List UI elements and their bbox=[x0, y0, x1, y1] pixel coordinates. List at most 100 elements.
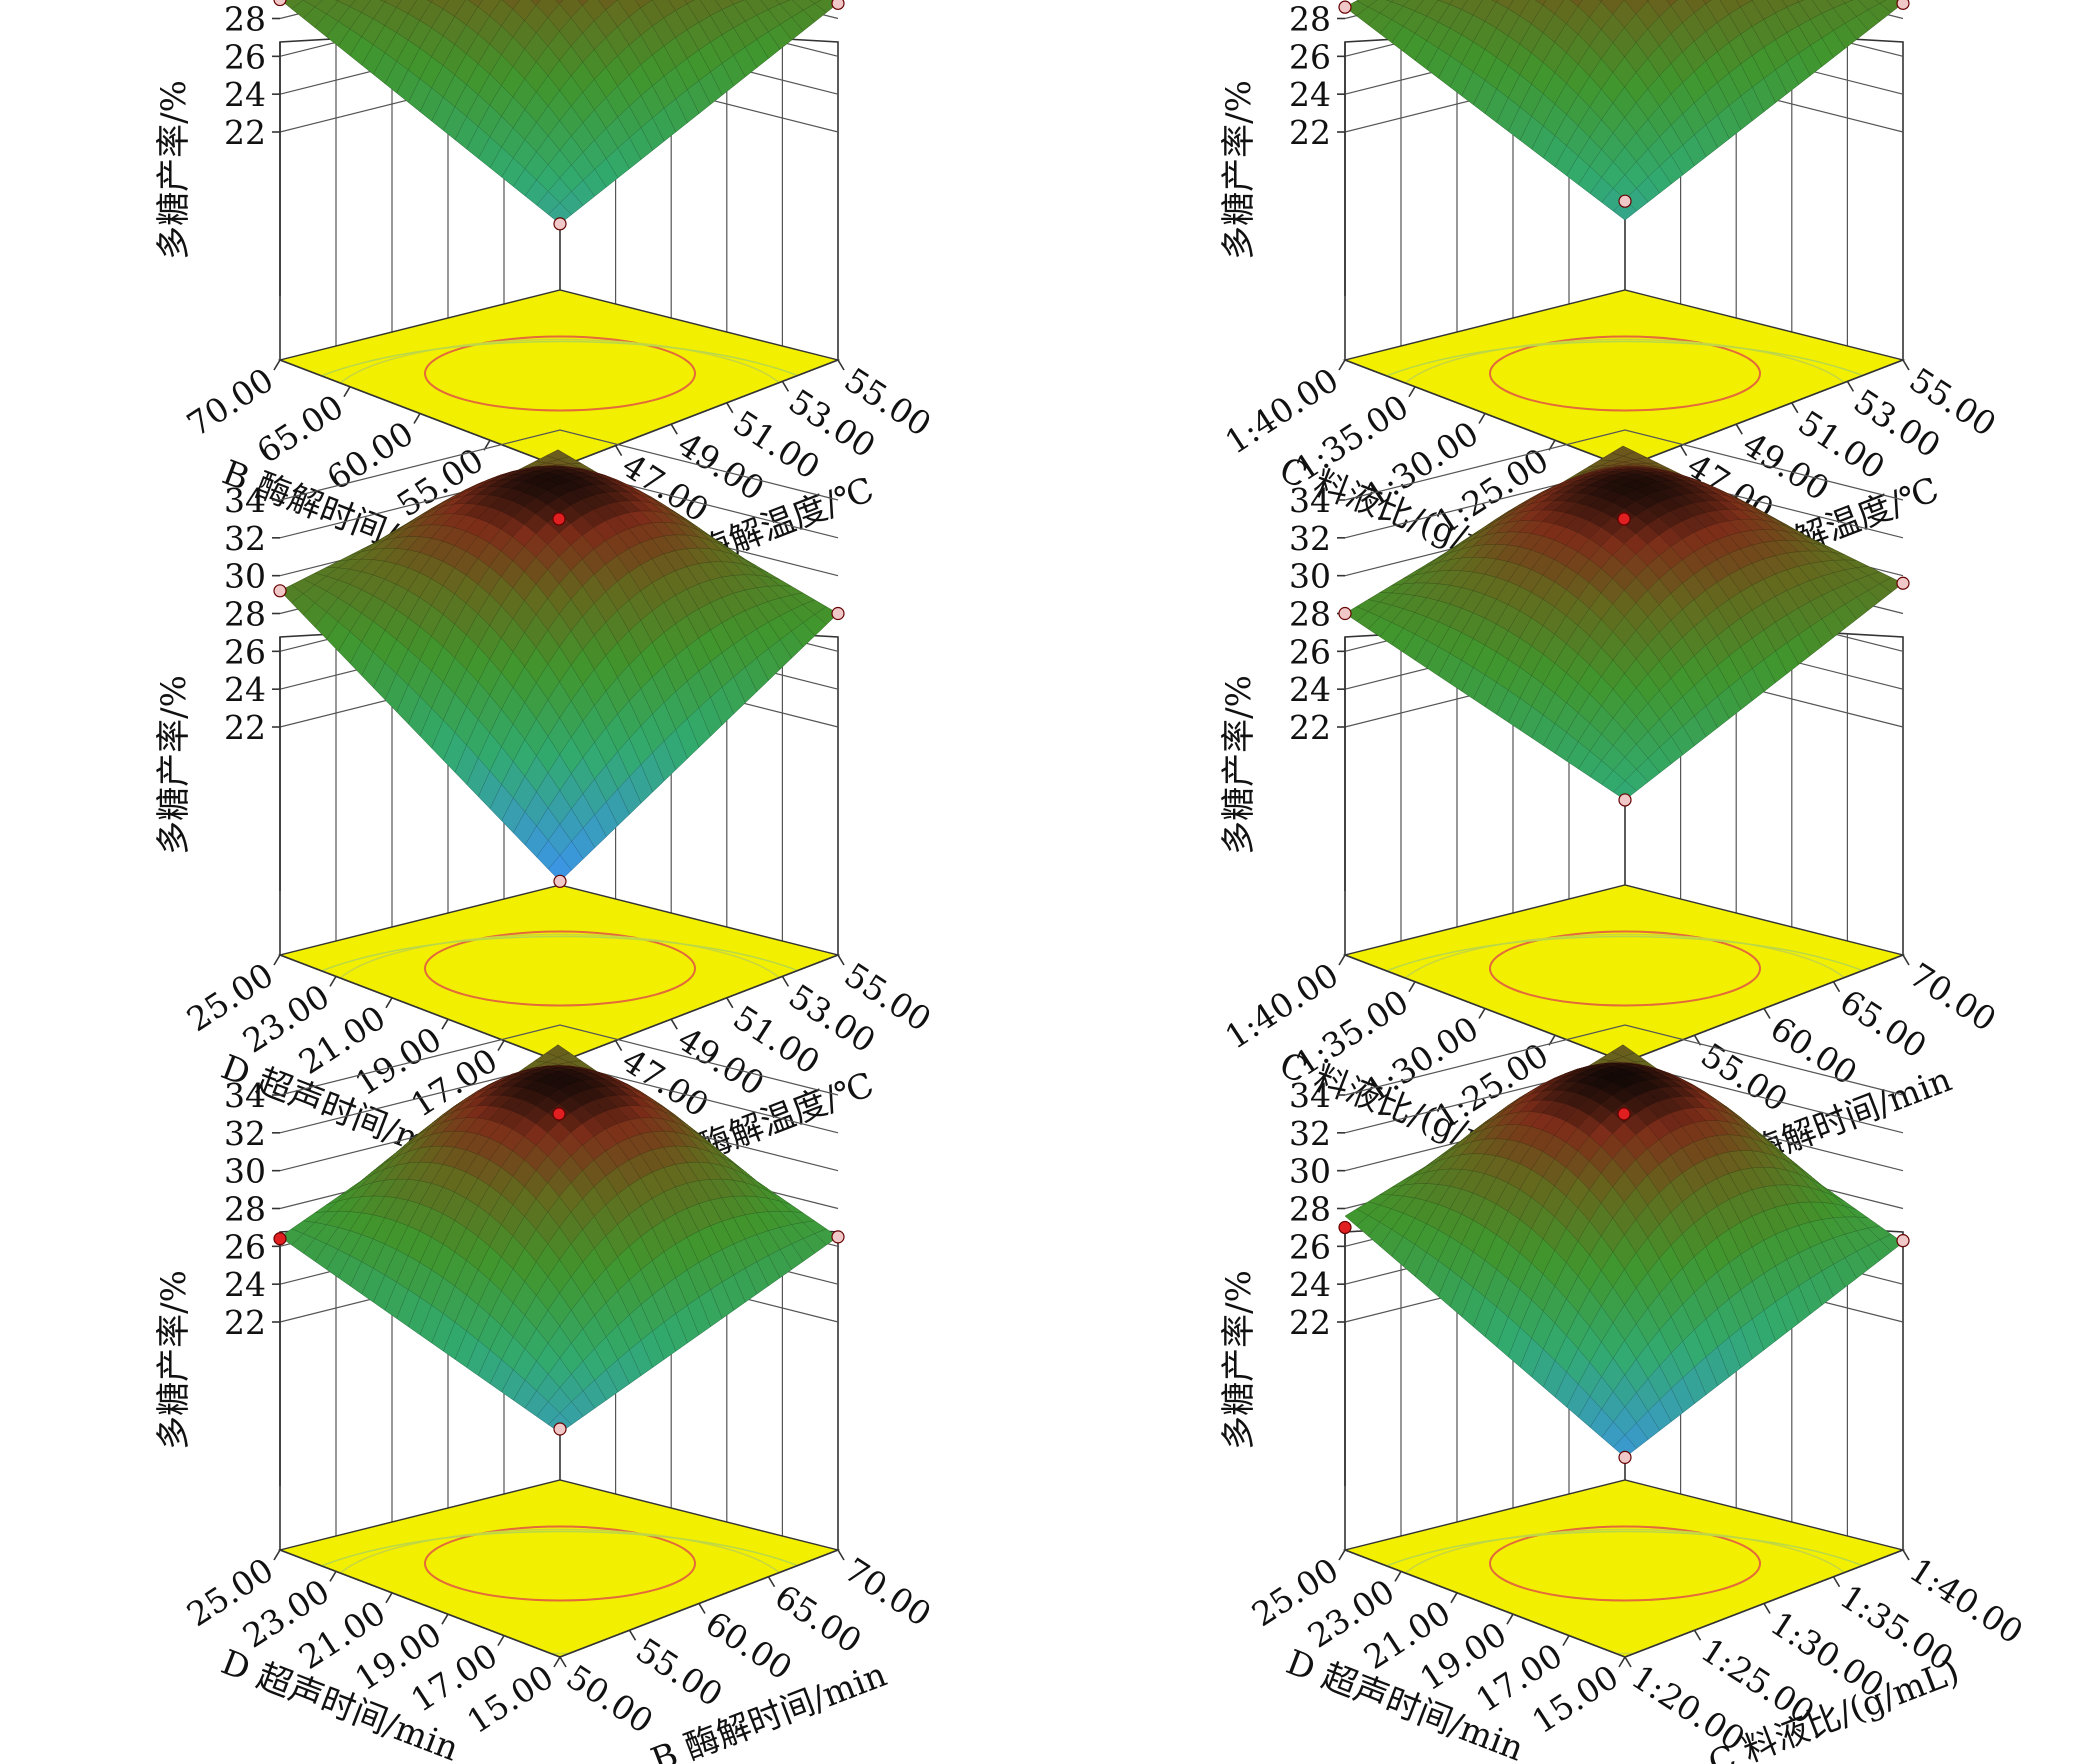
z-tick-label: 28 bbox=[1289, 1190, 1331, 1229]
x-tick bbox=[614, 1040, 623, 1052]
x-tick bbox=[1902, 359, 1910, 371]
x-tick bbox=[1902, 954, 1910, 966]
x-tick bbox=[628, 1629, 637, 1641]
floor-contour bbox=[1489, 1525, 1761, 1602]
y-tick bbox=[497, 1040, 505, 1052]
z-tick-label: 34 bbox=[224, 1076, 266, 1115]
floor-contour bbox=[424, 930, 696, 1007]
floor-contour bbox=[1345, 340, 1903, 467]
floor-contour bbox=[1345, 1530, 1903, 1657]
floor-contour bbox=[1489, 930, 1761, 1007]
z-tick-label: 34 bbox=[1289, 1076, 1331, 1115]
z-tick-label: 30 bbox=[224, 0, 266, 1]
surface-mesh-cell bbox=[1612, 1434, 1637, 1458]
z-tick-label: 32 bbox=[224, 1114, 266, 1153]
z-tick-label: 30 bbox=[224, 557, 266, 596]
design-point bbox=[1617, 1107, 1631, 1121]
design-point bbox=[273, 584, 287, 598]
surface-chart-6: 22242628303234多糖产率/%15.0017.0019.0021.00… bbox=[1219, 1024, 2030, 1764]
z-tick-label: 32 bbox=[224, 519, 266, 558]
surface-mesh-cell bbox=[1666, 0, 1678, 7]
x-axis-line bbox=[559, 954, 839, 1063]
y-tick bbox=[1506, 1613, 1514, 1625]
x-tick bbox=[726, 402, 734, 414]
design-point bbox=[552, 512, 566, 526]
y-tick bbox=[1562, 1635, 1570, 1647]
y-tick bbox=[273, 1549, 281, 1561]
z-tick-label: 24 bbox=[1289, 75, 1331, 114]
z-tick-label: 22 bbox=[224, 708, 266, 747]
design-point bbox=[1896, 0, 1910, 10]
y-tick bbox=[273, 359, 281, 371]
z-tick-label: 28 bbox=[1289, 595, 1331, 634]
z-tick-label: 28 bbox=[1289, 0, 1331, 39]
y-axis-line bbox=[1344, 1549, 1626, 1658]
design-point bbox=[831, 0, 845, 10]
design-point bbox=[1618, 1450, 1632, 1464]
surface-chart-5: 22242628303234多糖产率/%15.0017.0019.0021.00… bbox=[154, 1024, 938, 1764]
y-tick bbox=[1394, 1570, 1402, 1582]
z-tick-label: 26 bbox=[224, 1227, 266, 1266]
wall-grid-line bbox=[279, 429, 839, 501]
y-axis-line bbox=[279, 954, 561, 1063]
z-tick-label: 26 bbox=[224, 37, 266, 76]
surface-mesh-cell bbox=[555, 0, 564, 5]
y-tick bbox=[1408, 981, 1416, 993]
x-tick bbox=[1763, 1008, 1771, 1019]
y-tick bbox=[497, 1635, 505, 1647]
x-tick bbox=[781, 975, 790, 987]
surface-mesh-cell bbox=[1569, 0, 1583, 7]
x-tick bbox=[837, 359, 845, 371]
z-tick-label: 26 bbox=[224, 632, 266, 671]
z-tick-label: 26 bbox=[1289, 37, 1331, 76]
z-axis-title: 多糖产率/% bbox=[1219, 675, 1259, 855]
z-tick-label: 24 bbox=[224, 670, 266, 709]
z-tick-label: 30 bbox=[1289, 1152, 1331, 1191]
wall-grid-line bbox=[279, 1024, 839, 1096]
y-tick bbox=[1338, 954, 1346, 966]
design-point bbox=[1617, 512, 1631, 526]
x-tick bbox=[781, 380, 790, 392]
x-tick bbox=[837, 1549, 845, 1561]
floor-contour bbox=[280, 340, 838, 467]
z-tick-label: 34 bbox=[1289, 481, 1331, 520]
floor-contour bbox=[424, 1525, 696, 1602]
x-axis-line bbox=[1624, 359, 1904, 468]
y-axis-line bbox=[279, 1549, 561, 1658]
floor-contour bbox=[424, 335, 696, 412]
x-tick bbox=[1832, 1576, 1841, 1588]
design-point bbox=[553, 217, 567, 231]
x-tick bbox=[1624, 1656, 1632, 1668]
y-tick bbox=[413, 413, 421, 424]
design-point bbox=[1338, 606, 1352, 621]
z-tick-label: 28 bbox=[224, 595, 266, 634]
wall-grid-line bbox=[1344, 1024, 1904, 1096]
design-point bbox=[1618, 793, 1632, 807]
z-tick-label: 24 bbox=[1289, 1265, 1331, 1304]
x-axis-line bbox=[559, 359, 839, 468]
surface-mesh-cell bbox=[577, 0, 589, 6]
response-surface bbox=[1344, 1044, 1904, 1458]
surface-mesh-cell bbox=[547, 854, 572, 882]
z-axis-title: 多糖产率/% bbox=[1219, 80, 1259, 260]
surface-mesh-cell bbox=[684, 0, 696, 5]
z-tick-label: 28 bbox=[224, 0, 266, 39]
y-tick bbox=[385, 997, 393, 1009]
floor-contour bbox=[1345, 935, 1903, 1062]
z-tick-label: 28 bbox=[224, 1190, 266, 1229]
design-point bbox=[552, 1107, 566, 1121]
y-tick bbox=[1450, 1592, 1458, 1604]
z-tick-label: 34 bbox=[224, 481, 266, 520]
x-tick bbox=[670, 1018, 678, 1030]
z-tick-label: 22 bbox=[1289, 708, 1331, 747]
y-tick bbox=[273, 954, 281, 966]
design-point bbox=[831, 1230, 845, 1244]
floor-contour bbox=[280, 1530, 838, 1657]
x-tick bbox=[1679, 445, 1688, 457]
z-axis-title: 多糖产率/% bbox=[154, 675, 194, 855]
design-point bbox=[1896, 1234, 1910, 1248]
z-tick-label: 24 bbox=[1289, 670, 1331, 709]
surface-mesh-cell bbox=[530, 0, 541, 6]
z-tick-label: 26 bbox=[1289, 632, 1331, 671]
